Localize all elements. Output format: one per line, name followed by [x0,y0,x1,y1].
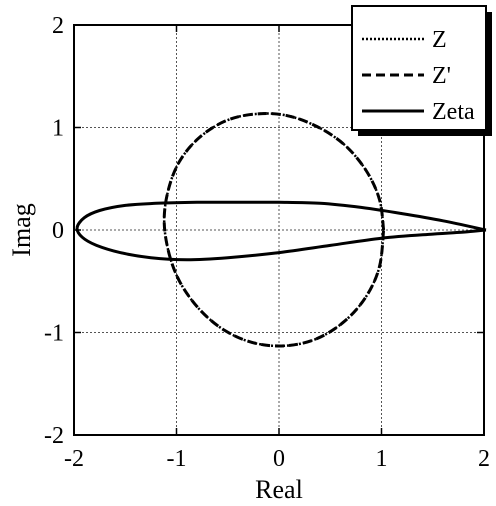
legend-box [351,5,487,131]
y-tick-label: 2 [52,13,64,39]
series-line-zeta [75,200,487,262]
x-tick-label: -2 [64,446,84,472]
series-line-z [162,112,385,348]
x-axis-label: Real [255,475,303,504]
y-tick-label: -2 [44,423,64,449]
y-tick-label: 1 [52,116,64,142]
series-line-z [162,112,386,348]
y-axis-label: Imag [7,203,36,256]
legend-label: Zeta [432,99,475,125]
legend: Z Z' Zeta [351,5,492,136]
legend-label: Z [432,27,447,53]
x-tick-label: 2 [478,446,490,472]
tick-labels: -2 -1 0 1 2 -2 -1 0 1 2 [44,13,490,472]
y-tick-label: 0 [52,218,64,244]
x-tick-label: 0 [273,446,285,472]
x-tick-label: 1 [376,446,388,472]
x-tick-label: -1 [167,446,187,472]
y-tick-label: -1 [44,321,64,347]
legend-entries: Z Z' Zeta [362,27,475,125]
series-layer [75,112,487,348]
legend-label: Z' [432,63,451,89]
